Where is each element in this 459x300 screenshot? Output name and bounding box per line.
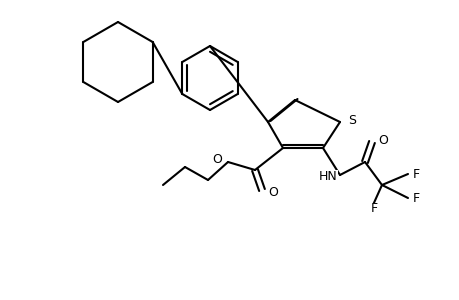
Text: S: S — [347, 113, 355, 127]
Text: O: O — [268, 185, 277, 199]
Text: F: F — [412, 191, 419, 205]
Text: O: O — [212, 152, 222, 166]
Text: HN: HN — [319, 169, 337, 182]
Text: F: F — [412, 167, 419, 181]
Text: O: O — [377, 134, 387, 146]
Text: F: F — [370, 202, 377, 215]
